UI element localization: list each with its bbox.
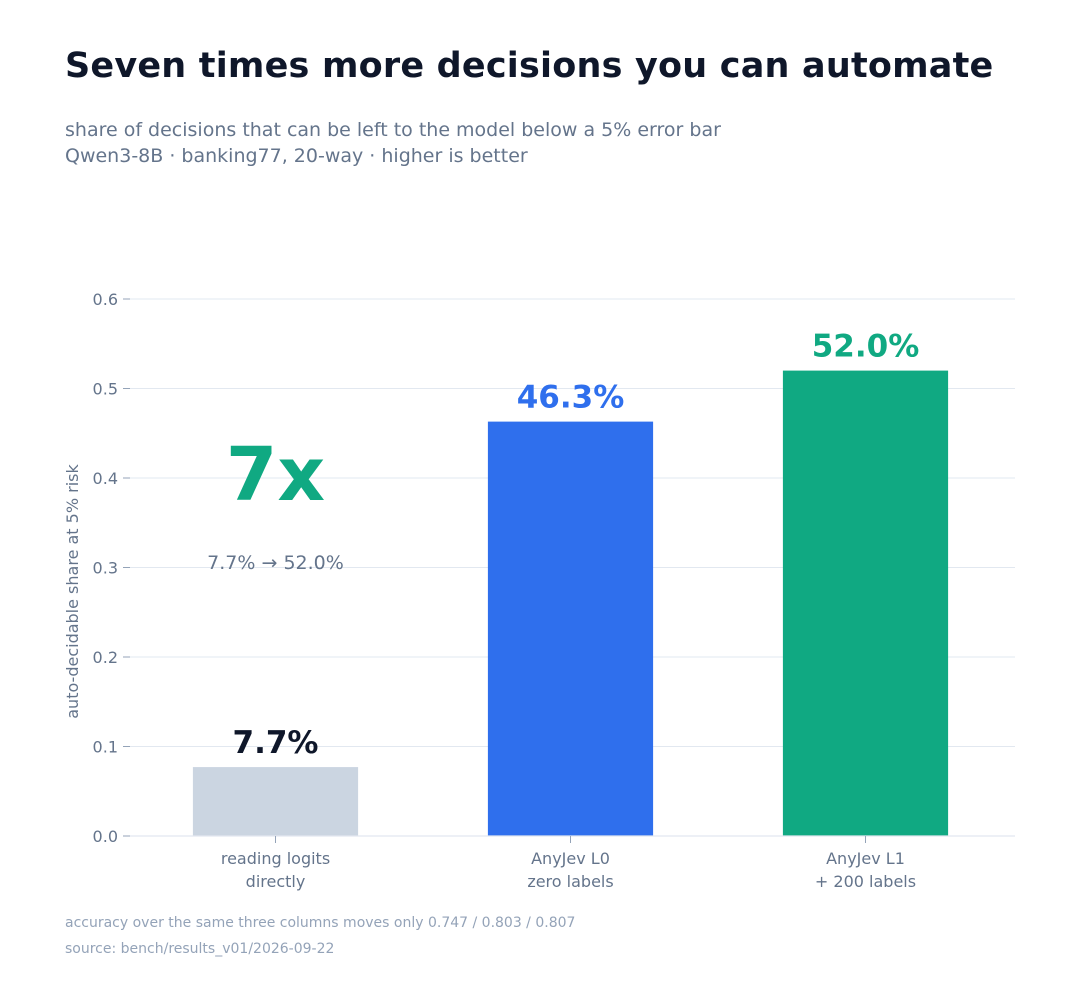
footnote: accuracy over the same three columns mov…	[65, 915, 576, 931]
data-label: 7.7%	[233, 725, 319, 761]
x-tick-label: zero labels	[527, 872, 613, 891]
y-tick-label: 0.6	[93, 290, 118, 309]
annotation-range: 7.7% → 52.0%	[207, 552, 344, 574]
chart-subtitle: share of decisions that can be left to t…	[65, 119, 721, 141]
source-note: source: bench/results_v01/2026-09-22	[65, 941, 335, 957]
x-tick-label: AnyJev L0	[531, 849, 610, 868]
axes: 0.0 0.1 0.2 0.3 0.4 0.5 0.6 auto-decidable shar…	[63, 290, 1015, 891]
x-tick-label: + 200 labels	[815, 872, 916, 891]
bars	[192, 370, 949, 836]
bar	[782, 370, 949, 836]
x-tick-label: reading logits	[221, 849, 330, 868]
y-tick-label: 0.5	[93, 380, 118, 399]
y-tick-label: 0.3	[93, 559, 118, 578]
bar	[487, 421, 654, 836]
y-tick-label: 0.1	[93, 738, 118, 757]
data-label: 52.0%	[812, 329, 920, 365]
annotation: 7x 7.7% → 52.0%	[207, 432, 344, 574]
chart-title: Seven times more decisions you can autom…	[65, 46, 994, 86]
x-tick-label: directly	[246, 872, 306, 891]
bar	[192, 767, 359, 836]
annotation-multiplier: 7x	[226, 432, 325, 518]
chart-subtitle-details: Qwen3-8B · banking77, 20-way · higher is…	[65, 145, 528, 167]
data-label: 46.3%	[517, 380, 625, 416]
y-tick-label: 0.0	[93, 827, 118, 846]
y-tick-label: 0.2	[93, 648, 118, 667]
y-axis-label: auto-decidable share at 5% risk	[63, 464, 82, 719]
x-tick-label: AnyJev L1	[826, 849, 905, 868]
y-tick-label: 0.4	[93, 469, 118, 488]
value-labels: 7.7% 46.3% 52.0%	[233, 329, 920, 761]
